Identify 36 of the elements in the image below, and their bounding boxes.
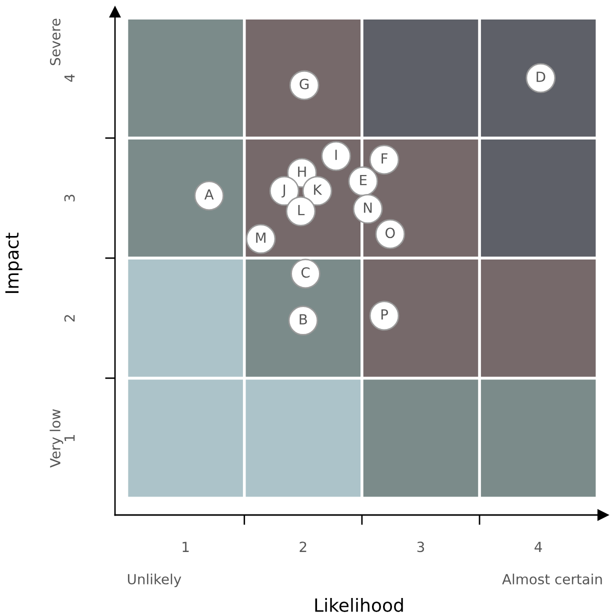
data-label: H (298, 166, 306, 177)
data-label: A (204, 189, 214, 200)
text: Almost certain (502, 574, 602, 584)
data-label: I (335, 150, 337, 160)
data-label: B (300, 314, 307, 324)
data-label: G (300, 78, 309, 90)
text: Severe (50, 18, 60, 66)
y-tick-label: 1 (64, 435, 75, 442)
y-tick-label: 4 (64, 74, 75, 82)
point (369, 300, 400, 331)
point (352, 194, 383, 224)
y-tick-label: 3 (64, 194, 75, 202)
data-label: L (298, 204, 305, 216)
data-label: C (301, 267, 310, 278)
data-label: J (282, 184, 286, 198)
x-tick-label: 1 (182, 542, 189, 552)
x-tick-label: 3 (417, 542, 424, 552)
text: Unlikely (128, 574, 182, 588)
point (269, 176, 300, 206)
data-label: D (536, 72, 546, 82)
point (369, 144, 400, 175)
data-label: N (364, 202, 372, 213)
x-axis-title: Likelihood (315, 598, 403, 612)
point (321, 141, 351, 171)
data-label: E (360, 174, 367, 186)
data-label: O (385, 228, 395, 238)
y-axis-title: Impact (5, 232, 22, 293)
data-label: M (256, 232, 266, 243)
data-label: F (382, 153, 388, 164)
x-tick-label: 4 (534, 542, 542, 552)
x-tick-label: 2 (300, 542, 306, 552)
text: Very low (50, 409, 64, 468)
y-tick-label: 2 (64, 315, 75, 322)
data-label: K (314, 184, 322, 195)
point (348, 166, 378, 196)
data-label: P (381, 309, 388, 320)
